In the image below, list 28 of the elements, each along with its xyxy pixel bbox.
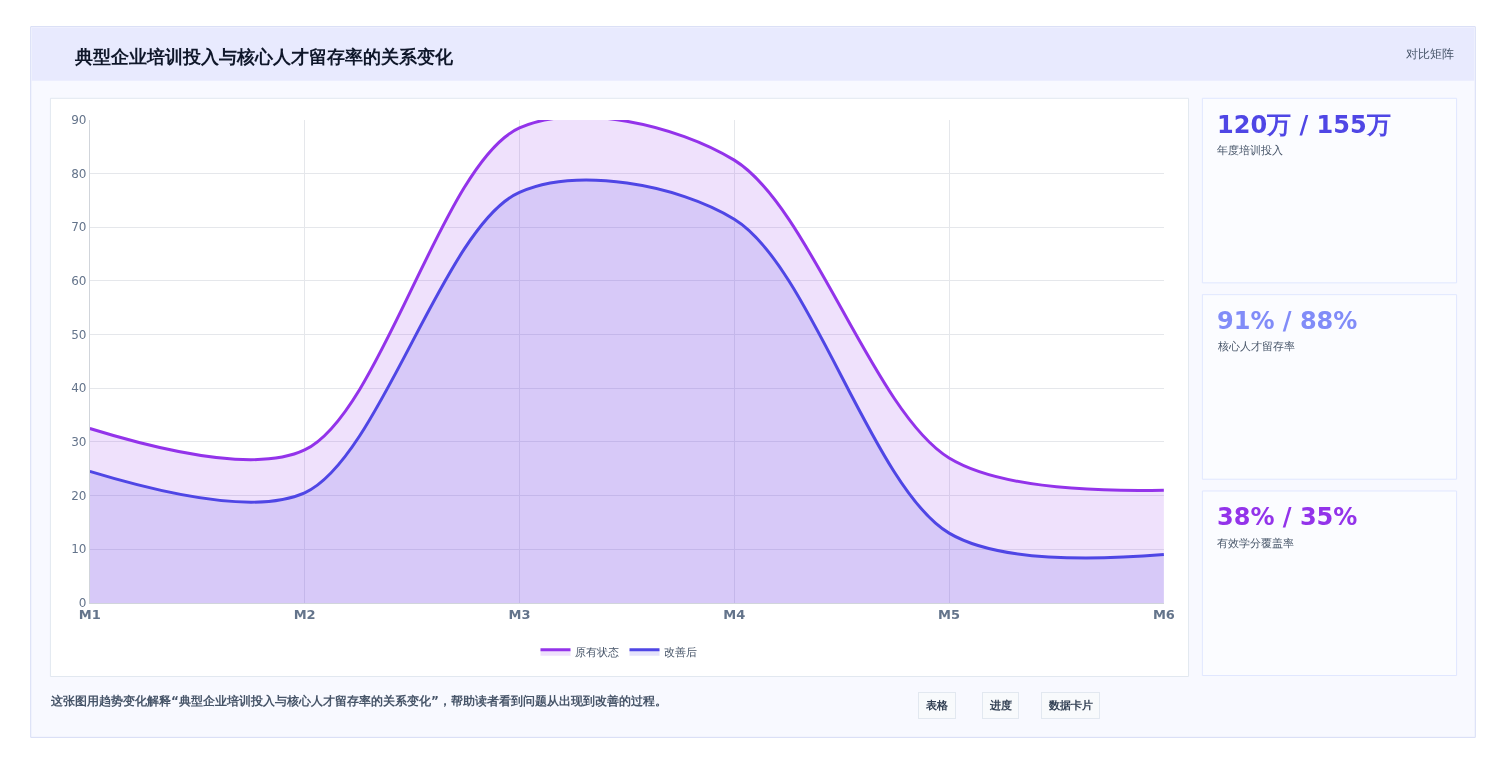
text: 年度培训投入 [1217, 144, 1283, 157]
y-tick-label: 40 [71, 381, 87, 396]
x-tick-label: M5 [938, 607, 961, 623]
x-tick-label: M4 [723, 607, 746, 623]
text: 120万 / 155万 [1217, 111, 1391, 139]
text: 这张图用趋势变化解释“典型企业培训投入与核心人才留存率的关系变化”，帮助读者看到问题从出现到改善的过程。 [50, 694, 667, 708]
y-tick-label: 20 [71, 488, 87, 503]
text: 表格 [925, 699, 949, 712]
y-tick-label: 30 [71, 435, 87, 450]
x-tick-label: M6 [1152, 607, 1175, 623]
y-tick-label: 80 [71, 166, 87, 181]
y-tick-label: 10 [71, 542, 87, 557]
y-tick-label: 60 [71, 274, 87, 289]
text: 进度 [989, 699, 1012, 712]
chart-title: 典型企业培训投入与核心人才留存率的关系变化 [74, 46, 454, 67]
text: 38% / 35% [1217, 503, 1358, 531]
text: 对比矩阵 [1406, 47, 1454, 61]
y-tick-label: 70 [71, 220, 87, 235]
legend-label: 原有状态 [575, 646, 620, 660]
text: 数据卡片 [1048, 699, 1093, 712]
text: 91% / 88% [1217, 307, 1358, 335]
x-tick-label: M3 [508, 607, 531, 623]
legend-label: 改善后 [664, 646, 698, 660]
text: 有效学分覆盖率 [1217, 537, 1294, 550]
x-tick-label: M2 [293, 607, 316, 623]
y-tick-label: 50 [71, 327, 87, 342]
text: 核心人才留存率 [1217, 340, 1295, 353]
y-tick-label: 90 [71, 113, 87, 128]
